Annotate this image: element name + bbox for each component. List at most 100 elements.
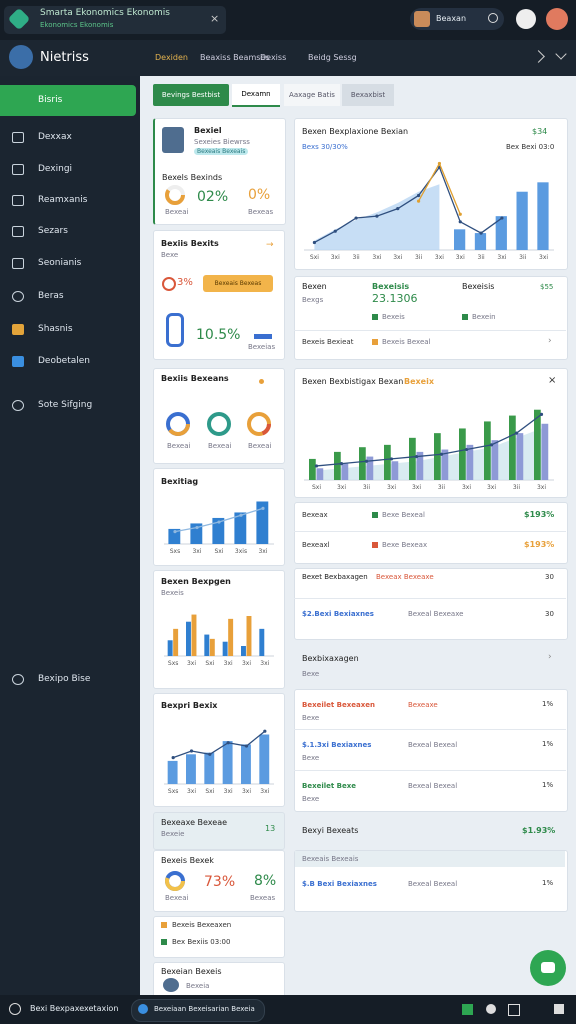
point	[189, 749, 194, 753]
user-name: Beaxan	[436, 14, 467, 23]
view-tab[interactable]: Bexaxbist	[342, 84, 394, 106]
point	[416, 199, 421, 203]
x-tick-label: 3xi	[487, 484, 496, 491]
nav-footer[interactable]: Bexipo Bise	[38, 674, 91, 684]
card-title: Bexeaxe Bexeae	[161, 818, 228, 827]
stat-value: 8%	[254, 873, 277, 889]
tray-icon[interactable]	[462, 1004, 473, 1015]
bar	[212, 517, 225, 544]
bar	[466, 444, 474, 480]
bar	[190, 523, 203, 544]
divider	[294, 531, 566, 532]
x-tick-label: 3xis	[235, 548, 247, 555]
x-tick-label: Sxs	[168, 788, 179, 795]
x-tick-label: 3xi	[187, 660, 196, 667]
nav-item[interactable]: Deobetalen	[38, 356, 91, 366]
bar	[537, 182, 549, 250]
stat-label: Bexeai	[165, 208, 189, 216]
tray-icon[interactable]	[486, 1004, 496, 1014]
nav-item[interactable]: Dexxax	[38, 132, 72, 142]
bar	[259, 628, 265, 656]
search-icon[interactable]	[488, 13, 498, 23]
x-tick-label: 3xi	[260, 788, 269, 795]
area	[316, 428, 542, 480]
x-tick-label: 3xi	[242, 788, 251, 795]
view-tab[interactable]: Aaxage Batis	[284, 84, 340, 106]
settings-icon[interactable]	[516, 9, 536, 29]
notice-title: Smarta Ekonomics Ekonomis	[40, 8, 170, 18]
budget-label: Bexet Bexbaxagen	[302, 573, 368, 581]
metric-value: 23.1306	[372, 292, 418, 305]
legend-swatch	[161, 922, 167, 928]
nav-icon	[12, 400, 24, 411]
divider	[294, 330, 566, 331]
budget-value: 30	[545, 573, 554, 581]
x-tick-label: Sxs	[170, 548, 181, 555]
app-logo	[9, 45, 33, 69]
arrow-link[interactable]: →	[266, 240, 274, 250]
tray-icon[interactable]	[554, 1004, 564, 1014]
bar	[516, 191, 528, 250]
profile-avatar[interactable]	[546, 8, 568, 30]
nav-item[interactable]: Seonianis	[38, 258, 82, 268]
nav-item[interactable]: Reamxanis	[38, 195, 88, 205]
point	[458, 212, 462, 216]
nav-icon	[12, 132, 24, 143]
view-tab-active[interactable]: Bevings Bestbist	[153, 84, 229, 106]
point	[414, 454, 419, 459]
bar	[186, 754, 196, 784]
header-tab[interactable]: Dexiden	[155, 53, 188, 62]
nav-item[interactable]: Sezars	[38, 226, 68, 236]
close-button[interactable]: ×	[210, 12, 220, 25]
nav-item[interactable]: Dexingi	[38, 164, 73, 174]
list-sub: Bexe	[302, 795, 320, 803]
bar	[495, 216, 507, 250]
status-icon	[9, 1003, 21, 1015]
list-sub: Bexe	[302, 714, 320, 722]
tray-icon[interactable]	[508, 1004, 520, 1016]
bar	[516, 433, 524, 480]
view-tab[interactable]: Dexamn	[232, 84, 280, 107]
point	[396, 207, 400, 211]
app-name: Nietriss	[40, 50, 89, 65]
header-tab[interactable]: Dexiss	[260, 53, 287, 62]
last-label: $.B Bexi Bexiaxnes	[302, 880, 377, 888]
chevron[interactable]: ›	[548, 336, 552, 346]
nav-item[interactable]: Bisris	[38, 95, 63, 105]
bar	[534, 409, 541, 480]
metric-chip: Bexeis Bexeal	[382, 338, 431, 346]
nav-item[interactable]: Shasnis	[38, 324, 73, 334]
nav-active[interactable]	[0, 85, 136, 116]
overview-sub: Bexs 30/30%	[302, 143, 348, 151]
nav-item[interactable]: Beras	[38, 291, 64, 301]
search-text[interactable]: Bexeiaan Bexeisarian Bexeia	[154, 1005, 255, 1013]
header-tab[interactable]: Beaxiss Beamses	[200, 53, 270, 62]
nav-item[interactable]: Sote Sifging	[38, 400, 93, 410]
point	[500, 216, 504, 220]
close-button[interactable]: ×	[548, 375, 557, 386]
divider	[294, 598, 566, 599]
x-tick-label: 3xi	[337, 484, 346, 491]
row-value: $193%	[524, 540, 555, 549]
stat-label: Bexeas	[248, 208, 274, 216]
chevron[interactable]: ›	[548, 652, 552, 662]
search-box[interactable]	[131, 999, 265, 1022]
legend-swatch	[161, 939, 167, 945]
header-tab[interactable]: Beidg Sessg	[308, 53, 357, 62]
action-button[interactable]: Bexeais Bexeas	[203, 275, 273, 292]
budget-note: Bexeax Bexeaxe	[376, 573, 434, 581]
donut-icon	[165, 871, 185, 891]
point	[208, 752, 212, 756]
user-pill[interactable]	[410, 8, 504, 30]
status-dot	[259, 379, 264, 384]
x-tick-label: 3xi	[435, 254, 444, 261]
point	[173, 530, 177, 534]
point	[479, 231, 483, 235]
notification[interactable]	[4, 6, 226, 34]
row-label: Bexeaxl	[302, 541, 330, 549]
card-subtitle: Bexeis	[161, 589, 184, 597]
x-tick-label: 3xi	[497, 254, 506, 261]
point	[364, 459, 369, 463]
point	[263, 729, 267, 733]
